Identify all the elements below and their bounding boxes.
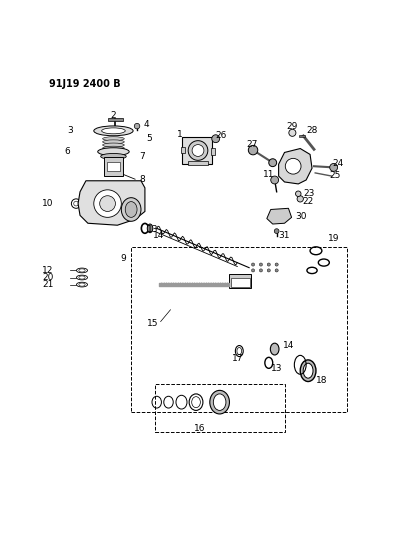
- Bar: [182, 137, 212, 164]
- Text: 13: 13: [147, 224, 158, 233]
- Text: 15: 15: [147, 319, 158, 328]
- Circle shape: [259, 263, 263, 266]
- Text: 91J19 2400 B: 91J19 2400 B: [49, 79, 120, 88]
- Bar: [229, 274, 251, 288]
- Text: 6: 6: [65, 147, 70, 156]
- Text: 4: 4: [143, 119, 149, 128]
- Polygon shape: [279, 149, 312, 184]
- Ellipse shape: [103, 137, 124, 141]
- Ellipse shape: [121, 198, 141, 221]
- Circle shape: [297, 196, 303, 202]
- Polygon shape: [78, 181, 145, 225]
- Text: 14: 14: [283, 341, 294, 350]
- Text: 19: 19: [328, 235, 339, 244]
- Circle shape: [74, 201, 78, 206]
- Text: 26: 26: [215, 132, 227, 141]
- Ellipse shape: [101, 154, 126, 159]
- Text: 5: 5: [146, 134, 152, 143]
- Ellipse shape: [210, 390, 229, 414]
- Circle shape: [71, 199, 81, 208]
- Bar: [230, 278, 250, 287]
- Ellipse shape: [192, 397, 200, 408]
- Bar: [181, 147, 185, 154]
- Bar: [299, 135, 305, 137]
- Ellipse shape: [103, 146, 124, 150]
- Circle shape: [259, 269, 263, 272]
- Circle shape: [248, 146, 258, 155]
- Circle shape: [94, 190, 121, 217]
- Ellipse shape: [213, 394, 226, 410]
- Polygon shape: [267, 208, 291, 224]
- Ellipse shape: [300, 360, 316, 382]
- Text: 14: 14: [153, 231, 164, 239]
- Text: 23: 23: [303, 189, 314, 198]
- Ellipse shape: [76, 275, 88, 280]
- Text: 16: 16: [194, 424, 206, 433]
- Text: 27: 27: [247, 140, 258, 149]
- Circle shape: [330, 164, 338, 171]
- Ellipse shape: [94, 126, 133, 136]
- Ellipse shape: [79, 283, 85, 286]
- Text: 9: 9: [120, 254, 126, 263]
- Circle shape: [188, 141, 208, 160]
- Ellipse shape: [102, 128, 125, 134]
- Ellipse shape: [76, 268, 88, 273]
- Text: 18: 18: [316, 376, 327, 385]
- Circle shape: [274, 229, 279, 233]
- Text: 24: 24: [332, 159, 343, 168]
- Bar: [188, 161, 208, 165]
- Text: 7: 7: [139, 152, 145, 161]
- Ellipse shape: [98, 148, 129, 156]
- Text: 3: 3: [67, 126, 73, 135]
- Circle shape: [192, 144, 204, 156]
- Ellipse shape: [76, 282, 88, 287]
- Circle shape: [271, 176, 279, 184]
- Ellipse shape: [79, 276, 85, 279]
- Ellipse shape: [147, 224, 153, 233]
- Text: 20: 20: [42, 273, 53, 282]
- Bar: [211, 148, 215, 155]
- Ellipse shape: [237, 348, 242, 354]
- Circle shape: [212, 135, 220, 143]
- Ellipse shape: [270, 343, 279, 355]
- Text: 13: 13: [271, 364, 282, 373]
- Text: 8: 8: [139, 175, 145, 184]
- Text: 21: 21: [42, 280, 53, 289]
- Text: 11: 11: [263, 171, 274, 180]
- Ellipse shape: [103, 140, 124, 144]
- Circle shape: [267, 269, 270, 272]
- Text: 1: 1: [177, 130, 183, 139]
- Circle shape: [267, 263, 270, 266]
- Text: 29: 29: [287, 123, 298, 132]
- Circle shape: [251, 263, 255, 266]
- Circle shape: [275, 269, 278, 272]
- Text: 31: 31: [278, 231, 289, 239]
- Ellipse shape: [79, 269, 85, 272]
- Ellipse shape: [103, 143, 124, 147]
- Circle shape: [289, 130, 296, 136]
- Ellipse shape: [125, 201, 137, 217]
- Bar: [107, 162, 120, 171]
- Circle shape: [251, 269, 255, 272]
- Bar: [131, 247, 347, 412]
- Circle shape: [100, 196, 115, 212]
- Bar: [105, 157, 122, 176]
- Circle shape: [285, 158, 301, 174]
- Text: 10: 10: [42, 199, 53, 208]
- Text: 25: 25: [329, 171, 341, 180]
- Bar: [155, 384, 284, 432]
- Ellipse shape: [103, 149, 124, 154]
- Circle shape: [134, 123, 140, 129]
- Text: 2: 2: [110, 111, 116, 120]
- Circle shape: [295, 191, 301, 197]
- Circle shape: [269, 159, 277, 167]
- Text: 12: 12: [42, 266, 53, 275]
- Ellipse shape: [303, 363, 313, 378]
- Bar: [108, 118, 123, 121]
- Text: 28: 28: [307, 126, 318, 135]
- Circle shape: [275, 263, 278, 266]
- Text: 17: 17: [232, 354, 243, 364]
- Text: 22: 22: [303, 197, 314, 206]
- Text: 30: 30: [295, 212, 307, 221]
